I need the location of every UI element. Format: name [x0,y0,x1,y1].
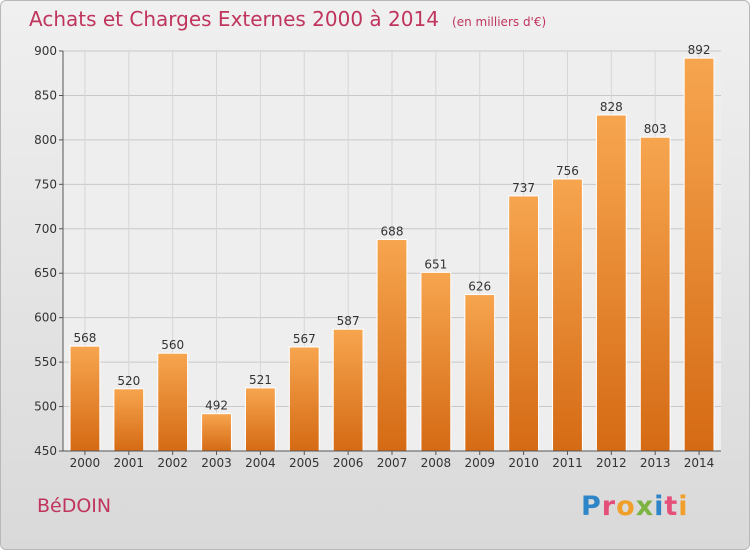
tick-label-x: 2004 [245,456,276,470]
tick-label-x: 2011 [552,456,583,470]
bar [157,352,189,452]
proxiti-logo: Proxiti [581,491,689,522]
tick-label-x: 2005 [289,456,320,470]
tick-label-x: 2000 [70,456,101,470]
tick-label-y: 650 [34,266,57,280]
bar [201,413,232,452]
tick-label-x: 2013 [640,456,671,470]
tick-label-x: 2012 [596,456,627,470]
logo-letter: i [654,491,665,522]
tick-label-x: 2007 [377,456,408,470]
data-label: 560 [161,338,184,352]
title-main: Achats et Charges Externes 2000 à 2014 [29,7,439,31]
logo-letter: o [616,491,636,522]
logo-letter: r [601,491,617,522]
bar [683,57,715,452]
logo-letter: P [581,491,602,522]
data-label: 567 [293,332,316,346]
bar [552,178,583,452]
tick-label-x: 2003 [201,456,232,470]
tick-label-y: 800 [34,133,57,147]
bar [464,294,496,452]
data-label: 737 [512,181,535,195]
data-label: 651 [424,257,447,271]
bar [288,346,320,452]
logo-letter: i [678,491,689,522]
tick-label-x: 2010 [508,456,539,470]
data-label: 521 [249,373,272,387]
bar [376,238,408,452]
data-label: 568 [73,331,96,345]
bar [332,328,364,452]
commune-name: BéDOIN [37,495,112,517]
tick-label-x: 2009 [464,456,495,470]
logo-letter: t [664,491,679,522]
data-label: 803 [644,122,667,136]
bar [508,195,540,452]
bar [69,345,101,452]
tick-label-y: 900 [34,44,57,58]
data-label: 892 [688,43,711,57]
bar [639,136,671,452]
data-label: 492 [205,399,228,413]
tick-label-y: 500 [34,400,57,414]
tick-label-y: 600 [34,311,57,325]
chart-title: Achats et Charges Externes 2000 à 2014 (… [29,7,546,31]
tick-label-x: 2002 [157,456,188,470]
bar [244,387,276,452]
data-label: 520 [117,374,140,388]
bar [420,271,452,452]
tick-label-x: 2014 [684,456,715,470]
tick-label-x: 2001 [114,456,145,470]
bar [595,114,627,452]
tick-label-y: 700 [34,222,57,236]
data-label: 756 [556,164,579,178]
data-label: 587 [337,314,360,328]
logo-letter: x [635,491,655,522]
tick-label-x: 2006 [333,456,364,470]
tick-label-y: 550 [34,355,57,369]
bar [113,388,145,452]
tick-label-y: 750 [34,177,57,191]
data-label: 688 [381,224,404,238]
tick-label-y: 850 [34,88,57,102]
title-unit: (en milliers d'€) [452,15,547,29]
tick-label-x: 2008 [421,456,452,470]
tick-label-y: 450 [34,444,57,458]
data-label: 626 [468,280,491,294]
data-label: 828 [600,100,623,114]
